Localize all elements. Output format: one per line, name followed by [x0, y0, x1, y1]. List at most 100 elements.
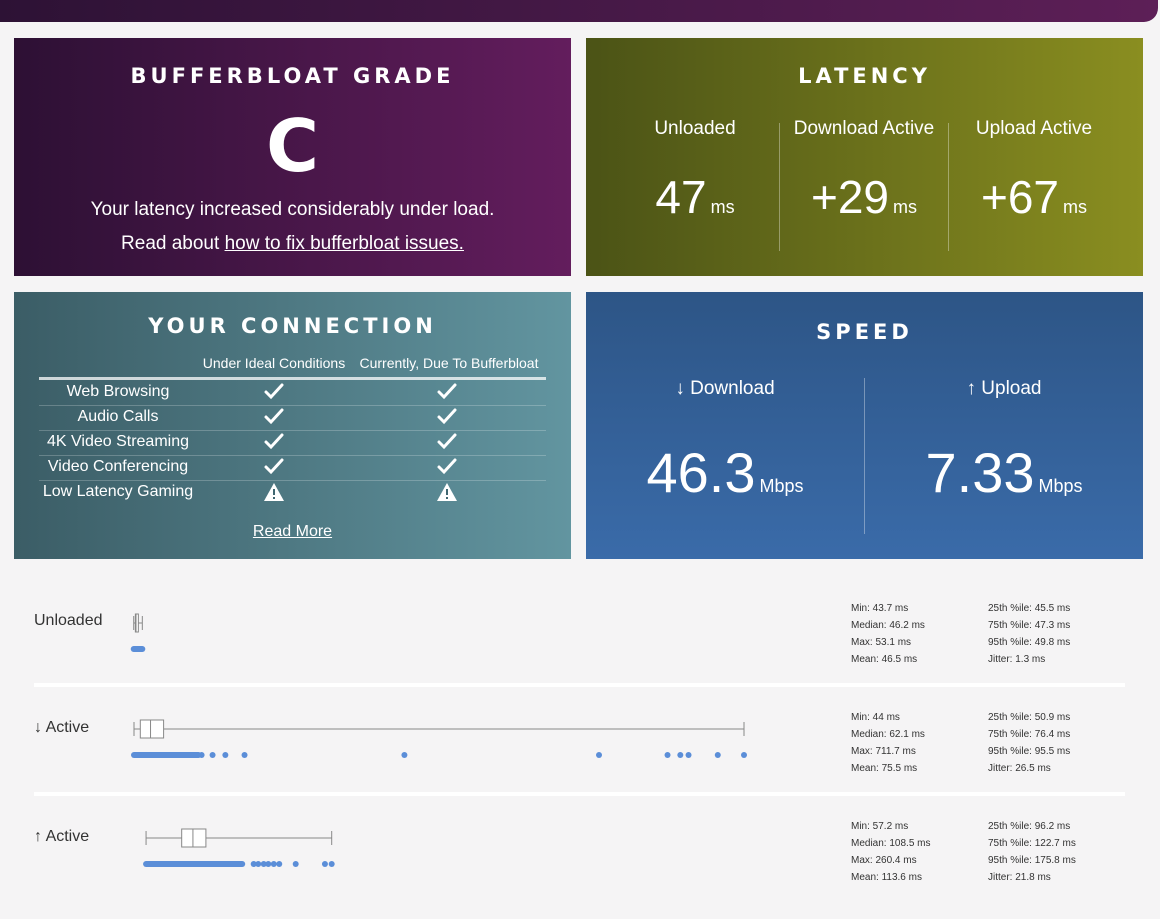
download-unit: Mbps [759, 476, 804, 496]
checkmark-icon [437, 383, 457, 400]
latency-upload-value-line: +67 ms [949, 170, 1119, 224]
bufferbloat-grade-panel: BUFFERBLOAT GRADE C Your latency increas… [14, 38, 571, 276]
upload-active-outlier-point [260, 861, 267, 867]
upload-active-outlier-point [292, 861, 299, 867]
download-active-outlier-point [222, 752, 229, 758]
download-active-outlier-point [677, 752, 684, 758]
connection-row-label: 4K Video Streaming [46, 433, 189, 450]
stat-line: 75th %ile: 47.3 ms [988, 620, 1071, 631]
grade-read-line: Read about how to fix bufferbloat issues… [14, 233, 571, 255]
upload-active-outlier-point [328, 861, 335, 867]
download-active-stats-left: Min: 44 ms Median: 62.1 ms Max: 711.7 ms… [851, 709, 925, 777]
latency-title: LATENCY [798, 64, 931, 88]
download-active-outlier-point [596, 752, 603, 758]
unloaded-stats-right: 25th %ile: 45.5 ms 75th %ile: 47.3 ms 95… [988, 600, 1070, 668]
latency-panel: LATENCY Unloaded 47 ms Download Active +2… [586, 38, 1143, 276]
latency-upload-unit: ms [1063, 197, 1088, 217]
upload-unit: Mbps [1038, 476, 1083, 496]
checkmark-icon [437, 458, 457, 475]
stat-line: Mean: 75.5 ms [851, 763, 918, 774]
download-value-line: 46.3 Mbps [586, 440, 864, 505]
latency-divider [779, 123, 780, 251]
download-active-outlier-point [198, 752, 205, 758]
top-bar [0, 0, 1158, 22]
unloaded-row-label: Unloaded [34, 612, 103, 629]
row-divider [34, 792, 1125, 796]
checkmark-icon [437, 408, 457, 425]
stat-line: Median: 62.1 ms [851, 729, 925, 740]
upload-active-outlier-point [250, 861, 257, 867]
fix-bufferbloat-link[interactable]: how to fix bufferbloat issues. [224, 233, 464, 254]
connection-row-label: Low Latency Gaming [42, 483, 194, 500]
stat-line: Mean: 113.6 ms [851, 872, 922, 883]
download-active-outlier-point [685, 752, 692, 758]
current-status [436, 407, 476, 427]
connection-row-label: Audio Calls [77, 408, 159, 425]
latency-unloaded-label: Unloaded [654, 118, 736, 139]
column-header-ideal: Under Ideal Conditions [202, 355, 346, 371]
connection-title: YOUR CONNECTION [148, 314, 437, 338]
grade-letter: C [266, 104, 319, 188]
download-active-outlier-point [714, 752, 721, 758]
latency-download-label: Download Active [793, 118, 935, 139]
grade-read-prefix: Read about [121, 233, 220, 254]
speed-divider [864, 378, 865, 534]
stat-line: Min: 43.7 ms [851, 603, 909, 614]
connection-row: Web Browsing [39, 380, 546, 406]
latency-unloaded: Unloaded 47 ms [610, 118, 780, 224]
read-more-link[interactable]: Read More [252, 523, 333, 540]
unloaded-box [134, 613, 139, 633]
upload-active-row-label: ↑ Active [34, 828, 90, 845]
checkmark-icon [264, 458, 284, 475]
warning-icon [264, 483, 284, 501]
upload-active-outlier-point [276, 861, 283, 867]
stat-line: Mean: 46.5 ms [851, 654, 918, 665]
download-speed: ↓ Download 46.3 Mbps [586, 378, 864, 505]
row-divider [34, 683, 1125, 687]
download-active-stats-right: 25th %ile: 50.9 ms 75th %ile: 76.4 ms 95… [988, 709, 1070, 777]
upload-active-outlier-point [321, 861, 328, 867]
connection-panel: YOUR CONNECTION Under Ideal Conditions C… [14, 292, 571, 559]
stat-line: Max: 260.4 ms [851, 855, 917, 866]
connection-row: Audio Calls [39, 405, 546, 431]
stat-line: Min: 44 ms [851, 712, 900, 723]
latency-divider [948, 123, 949, 251]
latency-unloaded-value: 47 [655, 171, 707, 223]
stat-line: Max: 53.1 ms [851, 637, 912, 648]
upload-active-outlier-point [270, 861, 277, 867]
download-active-row-label: ↓ Active [34, 719, 90, 736]
upload-active-box [181, 828, 207, 848]
latency-unloaded-unit: ms [710, 197, 735, 217]
speed-title: SPEED [816, 320, 913, 344]
download-active-outlier-point [209, 752, 216, 758]
grade-title: BUFFERBLOAT GRADE [130, 64, 455, 88]
stat-line: 95th %ile: 49.8 ms [988, 637, 1071, 648]
stat-line: 25th %ile: 50.9 ms [988, 712, 1071, 723]
latency-upload-active: Upload Active +67 ms [949, 118, 1119, 224]
checkmark-icon [437, 433, 457, 450]
checkmark-icon [264, 433, 284, 450]
upload-active-stats-right: 25th %ile: 96.2 ms 75th %ile: 122.7 ms 9… [988, 818, 1076, 886]
checkmark-icon [264, 383, 284, 400]
current-status [436, 457, 476, 477]
read-more-line: Read More [14, 523, 571, 541]
latency-download-unit: ms [893, 197, 918, 217]
stat-line: 75th %ile: 76.4 ms [988, 729, 1071, 740]
stat-line: Median: 108.5 ms [851, 838, 931, 849]
stat-line: Max: 711.7 ms [851, 746, 916, 757]
stat-line: 75th %ile: 122.7 ms [988, 838, 1076, 849]
download-active-outlier-point [401, 752, 408, 758]
latency-upload-label: Upload Active [975, 118, 1093, 139]
download-active-outlier-point [241, 752, 248, 758]
current-status [436, 382, 476, 402]
upload-value: 7.33 [925, 441, 1035, 504]
checkmark-icon [264, 408, 284, 425]
header-rule [39, 377, 546, 380]
stat-line: Jitter: 26.5 ms [988, 763, 1051, 774]
ideal-status [263, 457, 303, 477]
latency-download-value-line: +29 ms [779, 170, 949, 224]
stat-line: Jitter: 21.8 ms [988, 872, 1051, 883]
ideal-status [263, 482, 303, 502]
ideal-status [263, 432, 303, 452]
